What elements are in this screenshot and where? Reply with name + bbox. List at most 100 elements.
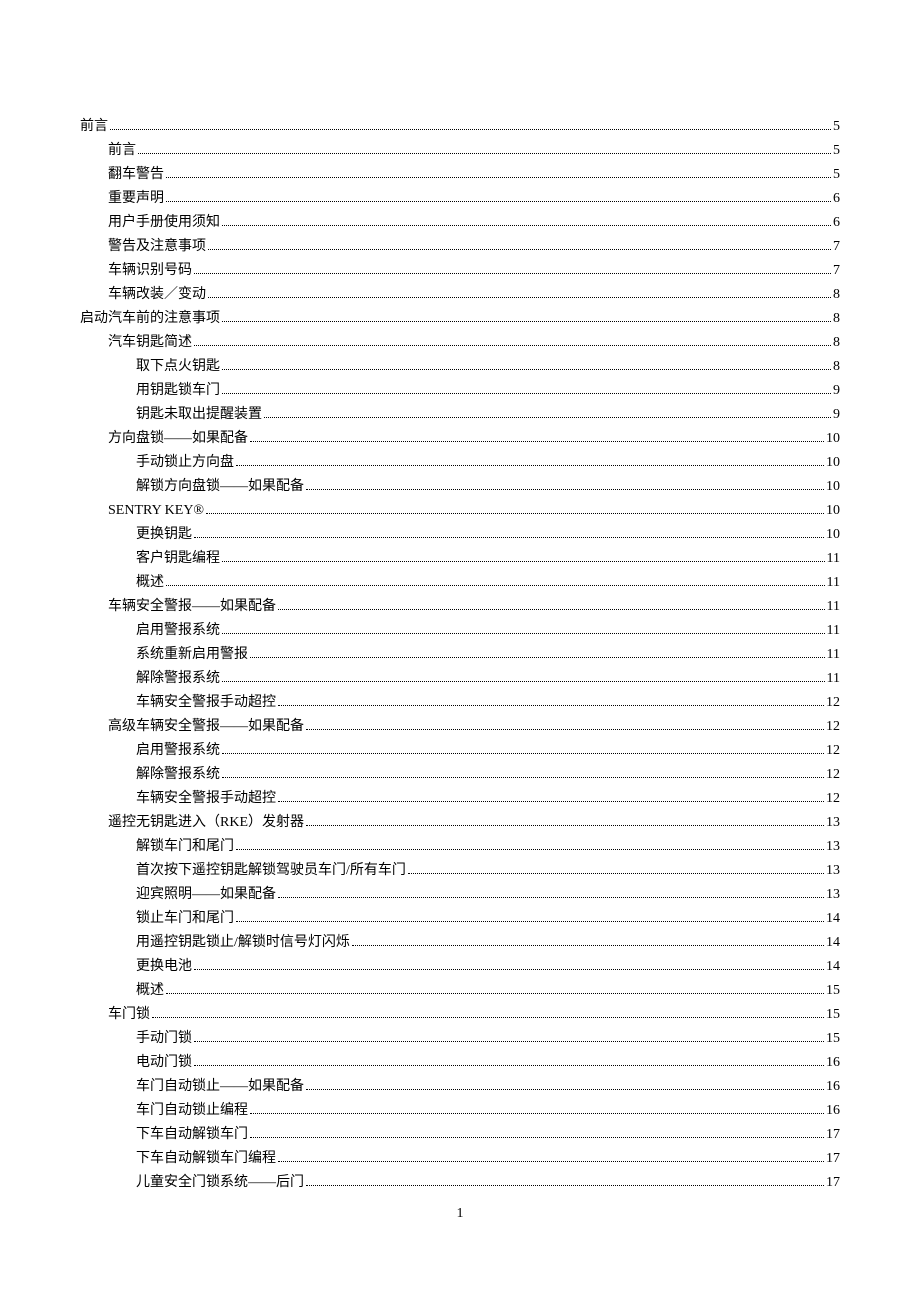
toc-leader-dots bbox=[222, 369, 831, 370]
toc-page-number: 16 bbox=[826, 1051, 840, 1075]
toc-label: 汽车钥匙简述 bbox=[108, 331, 192, 355]
toc-label: 迎宾照明——如果配备 bbox=[136, 883, 276, 907]
toc-leader-dots bbox=[250, 1113, 824, 1114]
page-number: 1 bbox=[0, 1206, 920, 1222]
toc-page-number: 13 bbox=[826, 835, 840, 859]
toc-leader-dots bbox=[250, 657, 825, 658]
toc-page-number: 5 bbox=[833, 115, 840, 139]
toc-entry: 儿童安全门锁系统——后门17 bbox=[80, 1171, 840, 1195]
toc-page-number: 17 bbox=[826, 1147, 840, 1171]
toc-entry: 用钥匙锁车门9 bbox=[80, 379, 840, 403]
toc-page-number: 12 bbox=[826, 691, 840, 715]
toc-leader-dots bbox=[208, 297, 831, 298]
toc-page-number: 9 bbox=[833, 379, 840, 403]
toc-label: 警告及注意事项 bbox=[108, 235, 206, 259]
toc-label: SENTRY KEY® bbox=[108, 499, 204, 523]
toc-leader-dots bbox=[250, 441, 824, 442]
toc-entry: 警告及注意事项 7 bbox=[80, 235, 840, 259]
toc-entry: 解除警报系统12 bbox=[80, 763, 840, 787]
toc-label: 更换电池 bbox=[136, 955, 192, 979]
toc-leader-dots bbox=[306, 1089, 824, 1090]
toc-page-number: 11 bbox=[827, 643, 840, 667]
toc-entry: 车辆安全警报手动超控12 bbox=[80, 787, 840, 811]
toc-leader-dots bbox=[194, 273, 831, 274]
toc-page-number: 9 bbox=[833, 403, 840, 427]
toc-label: 车门锁 bbox=[108, 1003, 150, 1027]
toc-entry: 启用警报系统11 bbox=[80, 619, 840, 643]
toc-entry: 更换钥匙 10 bbox=[80, 523, 840, 547]
toc-label: 车门自动锁止——如果配备 bbox=[136, 1075, 304, 1099]
toc-leader-dots bbox=[222, 681, 825, 682]
toc-entry: 重要声明 6 bbox=[80, 187, 840, 211]
toc-leader-dots bbox=[222, 225, 831, 226]
toc-label: 手动门锁 bbox=[136, 1027, 192, 1051]
toc-page-number: 10 bbox=[826, 523, 840, 547]
toc-entry: 翻车警告5 bbox=[80, 163, 840, 187]
toc-page-number: 16 bbox=[826, 1099, 840, 1123]
toc-page-number: 11 bbox=[827, 547, 840, 571]
toc-leader-dots bbox=[152, 1017, 824, 1018]
toc-label: 车门自动锁止编程 bbox=[136, 1099, 248, 1123]
toc-label: 系统重新启用警报 bbox=[136, 643, 248, 667]
toc-page-number: 12 bbox=[826, 763, 840, 787]
toc-leader-dots bbox=[194, 537, 824, 538]
toc-label: 用户手册使用须知 bbox=[108, 211, 220, 235]
toc-leader-dots bbox=[222, 777, 824, 778]
toc-entry: 系统重新启用警报 11 bbox=[80, 643, 840, 667]
toc-entry: 车辆安全警报手动超控12 bbox=[80, 691, 840, 715]
toc-leader-dots bbox=[408, 873, 824, 874]
toc-label: 下车自动解锁车门编程 bbox=[136, 1147, 276, 1171]
toc-label: 概述 bbox=[136, 979, 164, 1003]
toc-entry: 迎宾照明——如果配备13 bbox=[80, 883, 840, 907]
toc-leader-dots bbox=[306, 729, 824, 730]
toc-page-number: 13 bbox=[826, 811, 840, 835]
toc-label: 启用警报系统 bbox=[136, 739, 220, 763]
table-of-contents: 前言5前言5翻车警告5重要声明6用户手册使用须知6警告及注意事项7车辆识别号码7… bbox=[80, 115, 840, 1195]
toc-label: 更换钥匙 bbox=[136, 523, 192, 547]
toc-label: 取下点火钥匙 bbox=[136, 355, 220, 379]
toc-page-number: 12 bbox=[826, 787, 840, 811]
toc-entry: 概述15 bbox=[80, 979, 840, 1003]
toc-page-number: 7 bbox=[833, 235, 840, 259]
toc-entry: 手动门锁15 bbox=[80, 1027, 840, 1051]
toc-leader-dots bbox=[222, 393, 831, 394]
toc-leader-dots bbox=[278, 1161, 824, 1162]
toc-label: 锁止车门和尾门 bbox=[136, 907, 234, 931]
toc-page-number: 10 bbox=[826, 427, 840, 451]
toc-entry: 下车自动解锁车门编程 17 bbox=[80, 1147, 840, 1171]
toc-entry: 高级车辆安全警报——如果配备12 bbox=[80, 715, 840, 739]
toc-label: 解除警报系统 bbox=[136, 667, 220, 691]
toc-entry: SENTRY KEY®10 bbox=[80, 499, 840, 523]
toc-leader-dots bbox=[194, 969, 824, 970]
toc-page-number: 12 bbox=[826, 715, 840, 739]
toc-leader-dots bbox=[264, 417, 831, 418]
toc-entry: 前言 5 bbox=[80, 115, 840, 139]
toc-leader-dots bbox=[222, 633, 825, 634]
toc-entry: 遥控无钥匙进入（RKE）发射器13 bbox=[80, 811, 840, 835]
toc-entry: 前言5 bbox=[80, 139, 840, 163]
toc-page-number: 11 bbox=[827, 571, 840, 595]
toc-label: 概述 bbox=[136, 571, 164, 595]
toc-entry: 下车自动解锁车门17 bbox=[80, 1123, 840, 1147]
toc-page-number: 16 bbox=[826, 1075, 840, 1099]
toc-entry: 钥匙未取出提醒装置9 bbox=[80, 403, 840, 427]
toc-entry: 解锁车门和尾门13 bbox=[80, 835, 840, 859]
toc-leader-dots bbox=[166, 993, 824, 994]
toc-label: 前言 bbox=[80, 115, 108, 139]
toc-page-number: 15 bbox=[826, 1003, 840, 1027]
toc-page-number: 5 bbox=[833, 139, 840, 163]
toc-entry: 启动汽车前的注意事项8 bbox=[80, 307, 840, 331]
toc-leader-dots bbox=[306, 489, 824, 490]
toc-page-number: 6 bbox=[833, 187, 840, 211]
toc-label: 启动汽车前的注意事项 bbox=[80, 307, 220, 331]
toc-leader-dots bbox=[278, 705, 824, 706]
toc-entry: 取下点火钥匙8 bbox=[80, 355, 840, 379]
toc-label: 重要声明 bbox=[108, 187, 164, 211]
toc-page-number: 13 bbox=[826, 859, 840, 883]
toc-entry: 车辆识别号码7 bbox=[80, 259, 840, 283]
toc-leader-dots bbox=[138, 153, 831, 154]
toc-entry: 车辆安全警报——如果配备11 bbox=[80, 595, 840, 619]
toc-label: 解锁方向盘锁——如果配备 bbox=[136, 475, 304, 499]
toc-page-number: 12 bbox=[826, 739, 840, 763]
toc-entry: 汽车钥匙简述8 bbox=[80, 331, 840, 355]
